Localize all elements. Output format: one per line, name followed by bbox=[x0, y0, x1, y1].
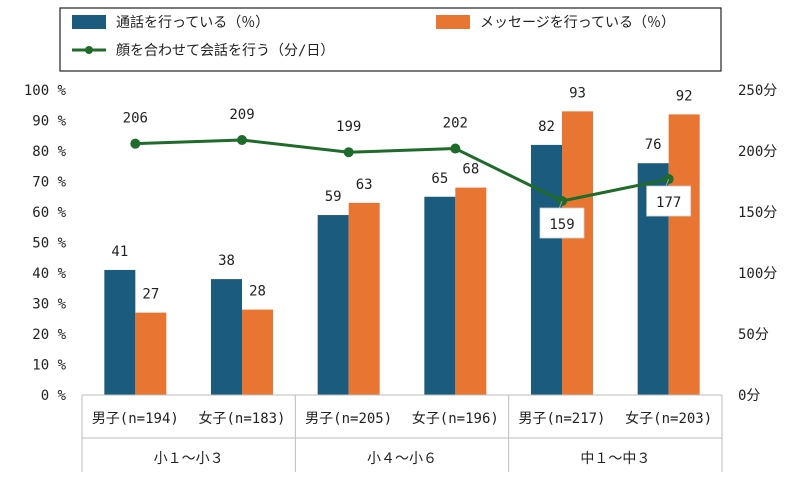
category-label: 男子(n=205) bbox=[305, 411, 392, 427]
bar bbox=[242, 309, 273, 395]
category-label: 男子(n=217) bbox=[518, 411, 605, 427]
line-value-label: 177 bbox=[656, 195, 681, 211]
legend-label: 顔を合わせて会話を行う（分/日） bbox=[116, 42, 334, 59]
y-left-tick-label: 70 % bbox=[32, 175, 66, 191]
y-right-tick-label: 100分 bbox=[738, 266, 777, 282]
legend-swatch bbox=[72, 15, 106, 29]
y-right-tick-label: 50分 bbox=[738, 327, 769, 343]
y-right-tick-label: 250分 bbox=[738, 83, 777, 99]
group-label: 小４～小６ bbox=[367, 451, 437, 467]
x-axis: 男子(n=194) 女子(n=183) 男子(n=205) 女子(n=196) 男子(n… bbox=[81, 394, 723, 472]
right-axis: 0分 50分 100分 150分 200分 250分 bbox=[738, 83, 777, 404]
legend-swatch bbox=[436, 15, 470, 29]
y-left-tick-label: 90 % bbox=[32, 114, 66, 130]
bar-value-label: 76 bbox=[645, 137, 662, 153]
line-value-label: 159 bbox=[549, 217, 574, 233]
bar-value-label: 92 bbox=[676, 88, 693, 104]
bar bbox=[455, 187, 487, 395]
line-point bbox=[130, 138, 141, 149]
category-label: 女子(n=196) bbox=[412, 410, 499, 427]
bar-value-label: 93 bbox=[569, 85, 586, 101]
category-label: 男子(n=194) bbox=[92, 411, 179, 427]
category-label: 女子(n=203) bbox=[625, 410, 712, 427]
y-left-tick-label: 80 % bbox=[32, 144, 66, 160]
bar bbox=[211, 279, 242, 395]
legend-box bbox=[59, 7, 722, 72]
line-point bbox=[450, 143, 461, 154]
legend-marker bbox=[85, 46, 93, 54]
bar-value-label: 41 bbox=[111, 244, 128, 260]
bar-value-label: 65 bbox=[431, 171, 448, 187]
line-series bbox=[130, 135, 674, 223]
line-value-label: 209 bbox=[229, 107, 254, 123]
bar bbox=[348, 202, 380, 395]
y-left-tick-label: 10 % bbox=[32, 358, 66, 374]
y-right-tick-label: 150分 bbox=[738, 205, 777, 221]
bar bbox=[668, 114, 700, 396]
line-value-label: 202 bbox=[443, 116, 468, 132]
category-label: 女子(n=183) bbox=[198, 410, 285, 427]
line-label-box bbox=[539, 207, 585, 239]
left-axis: 0 % 10 % 20 % 30 % 40 % 50 % 60 % 70 % 80 % 90 % 1… bbox=[24, 83, 67, 404]
line-value-label: 199 bbox=[336, 119, 361, 135]
y-right-tick-label: 0分 bbox=[738, 388, 760, 404]
bar bbox=[317, 215, 349, 395]
bar-value-label: 59 bbox=[325, 189, 342, 205]
bar bbox=[104, 269, 136, 395]
line-point bbox=[343, 147, 354, 158]
y-left-tick-label: 0 % bbox=[41, 388, 67, 404]
bar-value-label: 68 bbox=[462, 162, 479, 178]
data-labels: 41 38 59 65 82 76 27 28 63 68 93 92 206 209 199 202 159 1… bbox=[111, 85, 692, 302]
y-left-tick-label: 60 % bbox=[32, 205, 66, 221]
bar bbox=[424, 196, 456, 395]
line-value-label: 206 bbox=[123, 111, 148, 127]
bar-value-label: 82 bbox=[538, 119, 555, 135]
group-label: 中１～中３ bbox=[580, 451, 650, 467]
y-left-tick-label: 50 % bbox=[32, 236, 66, 252]
bar-value-label: 38 bbox=[218, 253, 235, 269]
y-left-tick-label: 20 % bbox=[32, 327, 66, 343]
line-label-box bbox=[646, 185, 692, 217]
bar bbox=[135, 312, 167, 395]
bar bbox=[531, 144, 562, 395]
legend-label: メッセージを行っている（％） bbox=[480, 15, 675, 31]
line-path bbox=[135, 138, 669, 203]
bars bbox=[104, 111, 700, 396]
legend: 通話を行っている（％） メッセージを行っている（％） 顔を合わせて会話を行う（分/日… bbox=[59, 7, 722, 72]
legend-label: 通話を行っている（％） bbox=[116, 14, 269, 31]
group-label: 小１～小３ bbox=[154, 451, 224, 467]
bar-value-label: 27 bbox=[142, 287, 159, 303]
bar-value-label: 63 bbox=[356, 177, 373, 193]
y-right-tick-label: 200分 bbox=[738, 144, 777, 160]
y-left-tick-label: 100 % bbox=[24, 83, 67, 99]
bar bbox=[562, 111, 593, 395]
y-left-tick-label: 40 % bbox=[32, 266, 66, 282]
y-left-tick-label: 30 % bbox=[32, 297, 66, 313]
line-point bbox=[237, 135, 247, 146]
bar-value-label: 28 bbox=[249, 284, 266, 300]
